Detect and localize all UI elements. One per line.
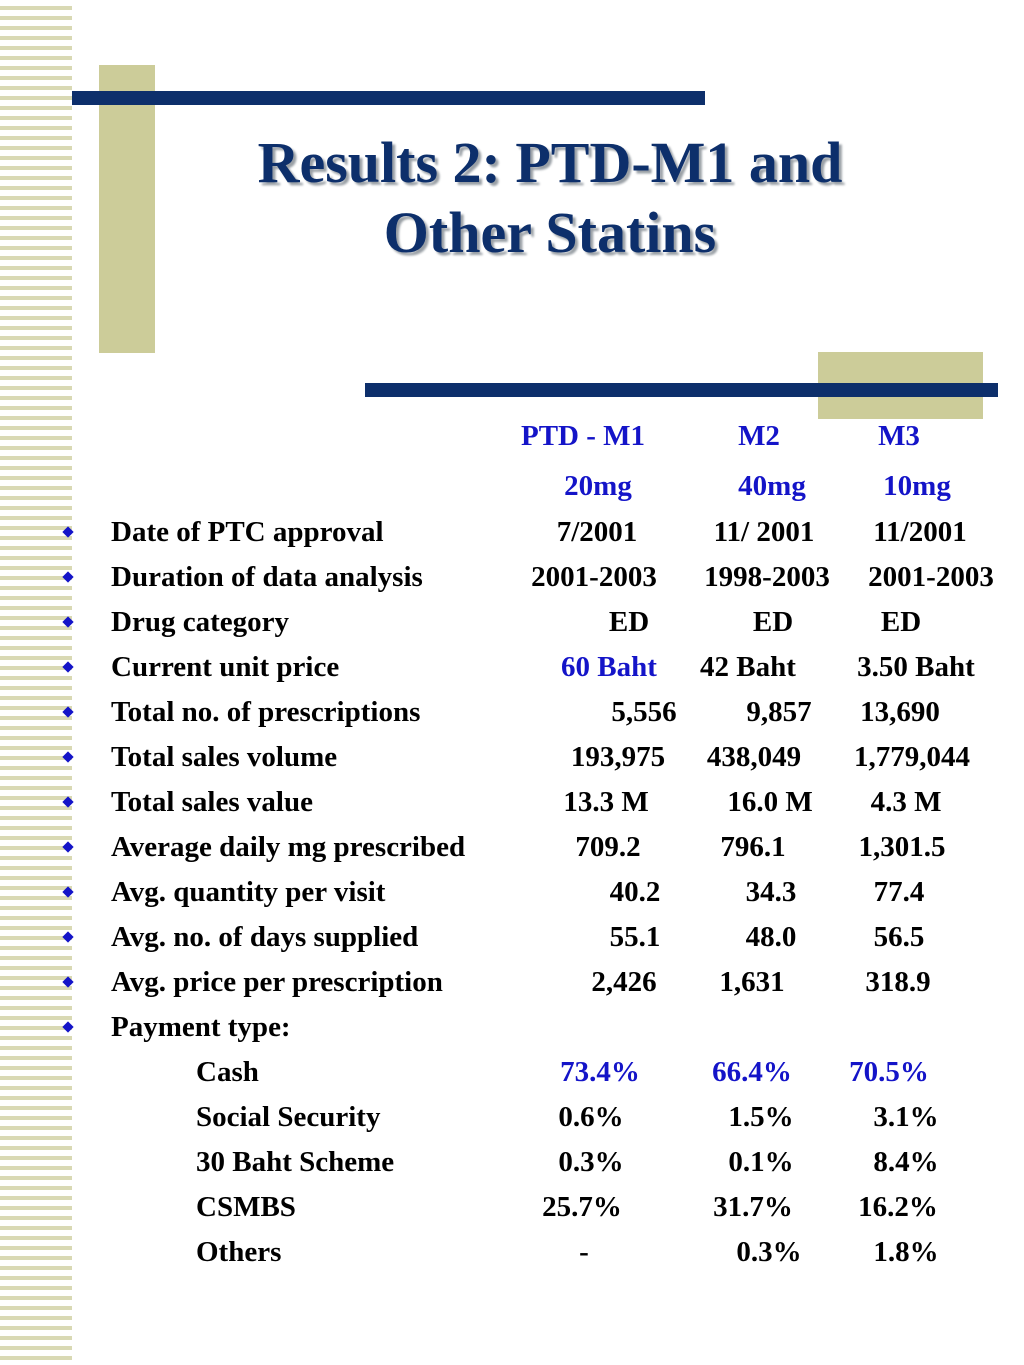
payment-value-col-3: 70.5% (849, 1056, 929, 1088)
payment-value-col-1: - (579, 1236, 589, 1268)
decor-khaki-bar-top (99, 65, 155, 353)
payment-label: CSMBS (196, 1191, 296, 1223)
payment-value-col-1: 0.6% (558, 1101, 624, 1133)
row-value-col-2: ED (752, 606, 794, 638)
payment-value-col-2: 66.4% (712, 1056, 792, 1088)
row-value-col-1: 55.1 (609, 921, 661, 953)
column-header-m3: M3 (878, 420, 920, 452)
row-value-col-1: 2001-2003 (531, 561, 657, 593)
row-label: Avg. no. of days supplied (111, 921, 419, 953)
row-value-col-2: 9,857 (746, 696, 812, 728)
row-label: Total sales value (111, 786, 313, 818)
row-value-col-3: 56.5 (873, 921, 925, 953)
row-label: Total no. of prescriptions (111, 696, 421, 728)
title-line-1: Results 2: PTD-M1 and (257, 130, 843, 195)
slide-title: Results 2: PTD-M1 and Other Statins (150, 128, 950, 268)
title-line-2: Other Statins (383, 200, 717, 265)
row-value-col-1: 60 Baht (561, 651, 657, 683)
row-value-col-3: 1,301.5 (858, 831, 946, 863)
row-value-col-3: 11/2001 (873, 516, 967, 548)
payment-value-col-2: 0.3% (736, 1236, 802, 1268)
column-dose-m2: 40mg (738, 470, 806, 502)
row-value-col-2: 42 Baht (700, 651, 796, 683)
row-label: Total sales volume (111, 741, 338, 773)
payment-value-col-1: 0.3% (558, 1146, 624, 1178)
payment-label: Others (196, 1236, 282, 1268)
row-value-col-3: 4.3 M (870, 786, 942, 818)
striped-margin (0, 0, 72, 1365)
row-label: Payment type: (111, 1011, 291, 1043)
payment-label: Cash (196, 1056, 259, 1088)
row-value-col-2: 34.3 (745, 876, 797, 908)
payment-value-col-2: 0.1% (728, 1146, 794, 1178)
payment-value-col-1: 73.4% (560, 1056, 640, 1088)
row-value-col-2: 16.0 M (727, 786, 813, 818)
row-value-col-2: 438,049 (706, 741, 802, 773)
row-value-col-2: 1998-2003 (704, 561, 830, 593)
payment-label: Social Security (196, 1101, 381, 1133)
payment-value-col-3: 3.1% (873, 1101, 939, 1133)
row-value-col-3: 2001-2003 (868, 561, 994, 593)
row-label: Avg. price per prescription (111, 966, 443, 998)
payment-value-col-3: 1.8% (873, 1236, 939, 1268)
row-label: Date of PTC approval (111, 516, 384, 548)
row-value-col-3: 13,690 (860, 696, 940, 728)
row-value-col-3: 77.4 (873, 876, 925, 908)
row-label: Average daily mg prescribed (111, 831, 466, 863)
row-value-col-2: 11/ 2001 (713, 516, 815, 548)
row-value-col-3: 318.9 (865, 966, 931, 998)
row-value-col-1: 13.3 M (563, 786, 649, 818)
row-value-col-1: 709.2 (575, 831, 641, 863)
row-label: Drug category (111, 606, 289, 638)
column-header-ptd-m1: PTD - M1 (520, 420, 646, 452)
payment-value-col-3: 8.4% (873, 1146, 939, 1178)
row-value-col-1: 5,556 (611, 696, 677, 728)
payment-value-col-3: 16.2% (858, 1191, 938, 1223)
row-value-col-2: 796.1 (720, 831, 786, 863)
payment-value-col-2: 31.7% (713, 1191, 793, 1223)
decor-navy-line-top (72, 91, 705, 105)
column-dose-m3: 10mg (883, 470, 951, 502)
payment-label: 30 Baht Scheme (196, 1146, 395, 1178)
row-value-col-1: 40.2 (609, 876, 661, 908)
row-value-col-2: 48.0 (745, 921, 797, 953)
decor-navy-line-right (365, 383, 998, 397)
row-value-col-1: ED (608, 606, 650, 638)
column-header-m2: M2 (738, 420, 780, 452)
column-dose-ptd-m1: 20mg (564, 470, 632, 502)
row-value-col-1: 2,426 (591, 966, 657, 998)
row-value-col-2: 1,631 (719, 966, 785, 998)
row-label: Current unit price (111, 651, 340, 683)
row-label: Avg. quantity per visit (111, 876, 386, 908)
row-value-col-1: 7/2001 (556, 516, 638, 548)
payment-value-col-1: 25.7% (542, 1191, 622, 1223)
row-value-col-3: ED (880, 606, 922, 638)
row-value-col-1: 193,975 (570, 741, 666, 773)
payment-value-col-2: 1.5% (728, 1101, 794, 1133)
row-value-col-3: 1,779,044 (854, 741, 970, 773)
row-value-col-3: 3.50 Baht (857, 651, 975, 683)
row-label: Duration of data analysis (111, 561, 423, 593)
